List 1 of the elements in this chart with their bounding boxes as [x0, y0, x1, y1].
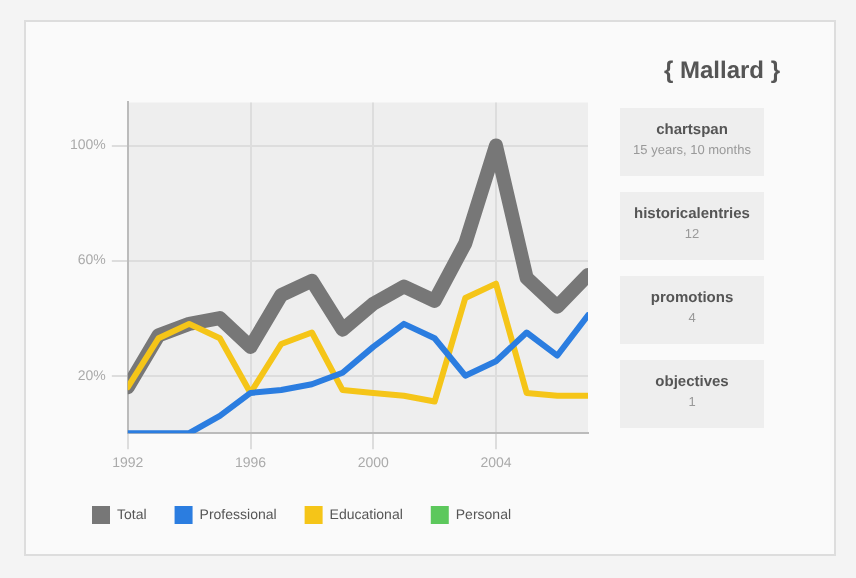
text: { Mallard }	[661, 56, 783, 84]
